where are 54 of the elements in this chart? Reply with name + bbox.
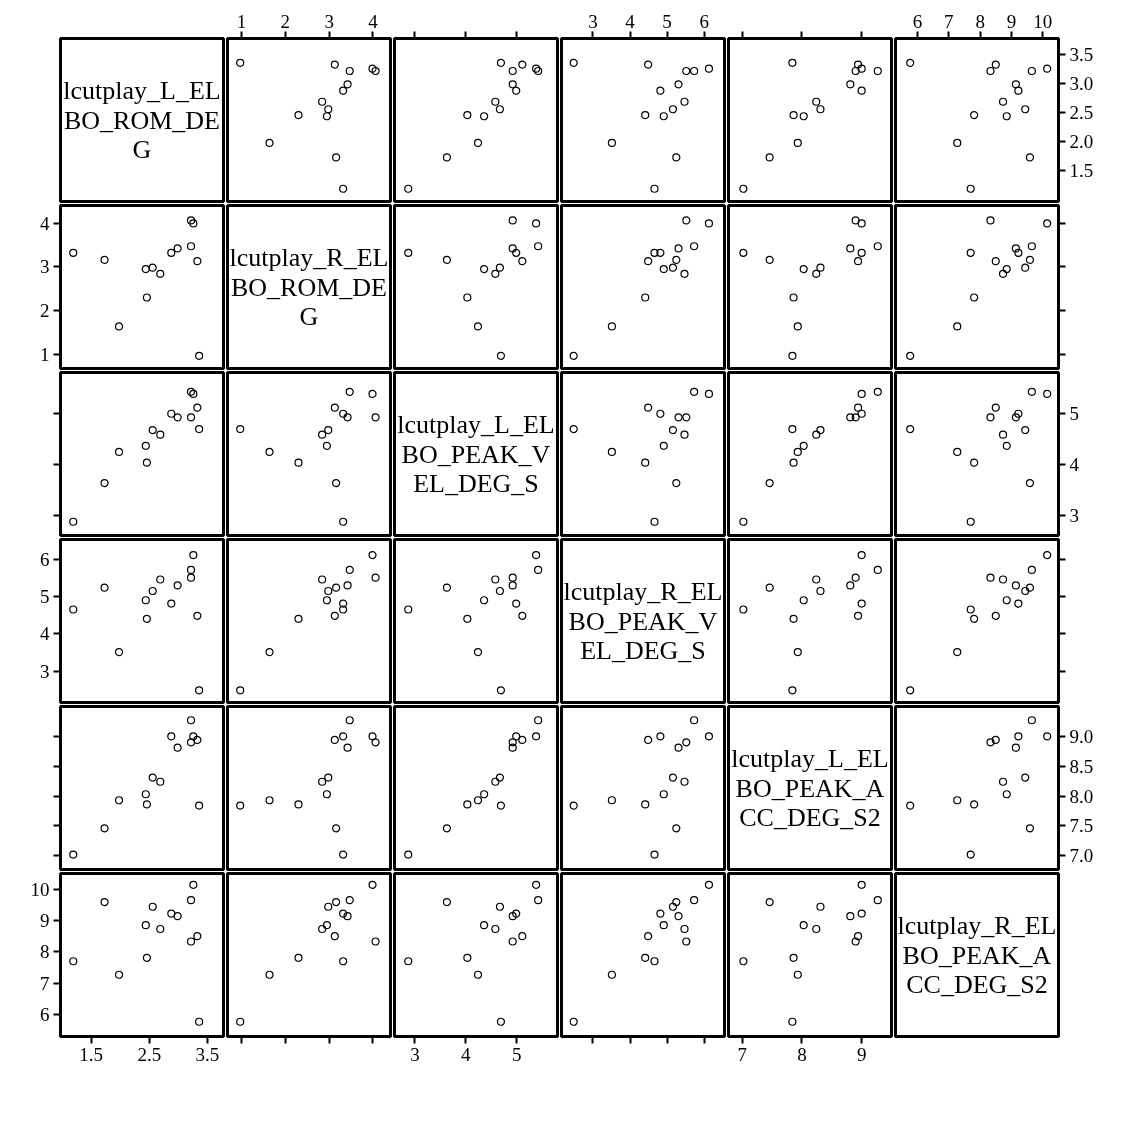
- y-tick-label: 2: [40, 300, 50, 322]
- x-tick-label: 3: [324, 10, 334, 32]
- x-tick-label: 1.5: [79, 1043, 104, 1065]
- y-tick-label: 3.0: [1069, 73, 1094, 95]
- x-tick-label: 9: [856, 1043, 867, 1065]
- x-tick-label: 3: [410, 1043, 420, 1065]
- x-tick-label: 3.5: [195, 1043, 220, 1065]
- y-tick-label: 8: [40, 941, 50, 963]
- y-tick-label: 9.0: [1069, 725, 1094, 747]
- text: lcutplay_R_ELBO_PEAK_ACC_DEG_S2: [897, 910, 1057, 1000]
- y-tick-label: 4: [40, 212, 50, 234]
- y-tick-label: 7.5: [1069, 815, 1094, 837]
- x-tick-label: 9: [1006, 10, 1017, 32]
- y-tick-label: 3.5: [1069, 44, 1094, 66]
- x-tick-label: 5: [512, 1043, 522, 1065]
- x-tick-label: 4: [368, 10, 379, 32]
- y-tick-label: 4: [1069, 453, 1080, 475]
- y-tick-label: 5: [1069, 402, 1079, 424]
- text: lcutplay_L_ELBO_ROM_DEG: [63, 75, 221, 165]
- y-tick-label: 6: [40, 1004, 50, 1026]
- y-tick-label: 3: [1069, 504, 1079, 526]
- x-tick-label: 4: [625, 10, 636, 32]
- x-tick-label: 10: [1033, 10, 1053, 32]
- y-tick-label: 10: [30, 878, 50, 900]
- text: lcutplay_R_ELBO_PEAK_VEL_DEG_S: [563, 576, 723, 666]
- y-tick-label: 8.0: [1069, 785, 1094, 807]
- x-tick-label: 1: [236, 10, 247, 32]
- y-tick-label: 5: [40, 586, 50, 608]
- y-tick-label: 2.0: [1069, 131, 1094, 153]
- y-tick-label: 1.5: [1069, 160, 1094, 182]
- x-tick-label: 8: [797, 1043, 807, 1065]
- x-tick-label: 2: [280, 10, 291, 32]
- x-tick-label: 5: [662, 10, 672, 32]
- text: lcutplay_L_ELBO_PEAK_ACC_DEG_S2: [731, 743, 889, 833]
- y-tick-label: 2.5: [1069, 102, 1094, 124]
- y-tick-label: 1: [40, 343, 50, 365]
- x-tick-label: 3: [588, 10, 598, 32]
- y-tick-label: 8.5: [1069, 755, 1094, 777]
- text: lcutplay_R_ELBO_ROM_DEG: [229, 242, 389, 332]
- x-tick-label: 4: [461, 1043, 472, 1065]
- y-tick-label: 9: [40, 910, 50, 932]
- y-tick-label: 3: [40, 256, 50, 278]
- y-tick-label: 4: [40, 623, 50, 645]
- y-tick-label: 6: [40, 549, 50, 571]
- y-tick-label: 7.0: [1069, 845, 1094, 867]
- y-tick-label: 7: [40, 972, 50, 994]
- x-tick-label: 8: [975, 10, 985, 32]
- y-tick-label: 3: [40, 660, 50, 682]
- text: lcutplay_L_ELBO_PEAK_VEL_DEG_S: [397, 409, 555, 499]
- x-tick-label: 2.5: [137, 1043, 162, 1065]
- x-tick-label: 6: [912, 10, 923, 32]
- x-tick-label: 6: [699, 10, 709, 32]
- x-tick-label: 7: [737, 1043, 747, 1065]
- x-tick-label: 7: [944, 10, 954, 32]
